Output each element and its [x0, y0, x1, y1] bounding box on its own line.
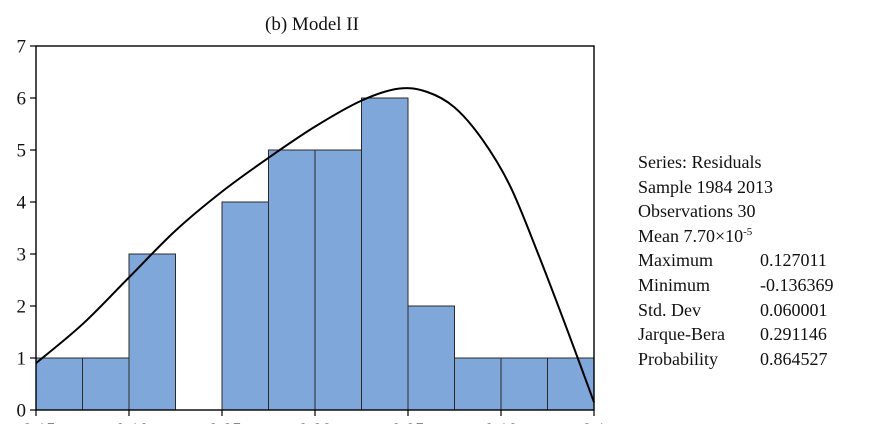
y-tick-label-2: 2	[17, 297, 27, 318]
histogram-bar-8	[407, 305, 455, 411]
x-tick-label-5: 0.10	[484, 420, 517, 424]
stats-series: Series: Residuals	[638, 152, 762, 172]
y-tick-label-1: 1	[17, 349, 27, 370]
stats-row-value: 0.060001	[760, 299, 828, 320]
histogram-bar-4	[221, 201, 269, 411]
stats-row-label: Maximum	[638, 250, 713, 271]
stats-row-value: -0.136369	[760, 274, 834, 295]
x-tick-label-6: 0.1	[582, 420, 606, 424]
stats-row-std-dev: Std. Dev 0.060001	[638, 298, 834, 323]
histogram-bar-6	[314, 149, 362, 411]
stats-row-value: 0.291146	[760, 324, 827, 345]
y-tick-label-3: 3	[17, 245, 27, 266]
stats-row-label: Minimum	[638, 274, 711, 295]
stats-row-minimum: Minimum -0.136369	[638, 273, 834, 298]
y-tick-label-5: 5	[17, 141, 27, 162]
x-tick-label-3: 0.00	[298, 420, 331, 424]
stats-panel: Series: Residuals Sample 1984 2013 Obser…	[638, 150, 834, 371]
y-tick-label-7: 7	[17, 37, 27, 58]
chart-title: (b) Model II	[265, 14, 359, 35]
histogram-bar-5	[268, 149, 316, 411]
stats-row-label: Jarque-Bera	[638, 324, 725, 345]
stats-mean: Mean 7.70×10-5	[638, 224, 834, 249]
stats-mean-exponent: -5	[743, 225, 753, 238]
histogram-bar-10	[500, 357, 548, 411]
histogram-bars	[35, 97, 595, 411]
x-tick-label-0: -0.15	[16, 420, 56, 424]
x-tick-label-1: -0.10	[109, 420, 149, 424]
stats-row-maximum: Maximum 0.127011	[638, 248, 834, 273]
y-tick-label-0: 0	[17, 401, 27, 422]
stats-row-label: Std. Dev	[638, 299, 701, 320]
axis-ticks	[30, 45, 595, 416]
stats-sample: Sample 1984 2013	[638, 176, 773, 197]
stats-row-jarque-bera: Jarque-Bera 0.291146	[638, 322, 834, 347]
axis-tick-labels: 0 1 2 3 4 5 6 7 -0.15 -0.10 -0.05 0.00 0.05 0.10 0.1	[16, 37, 606, 424]
stats-row-value: 0.864527	[760, 348, 828, 369]
y-tick-label-4: 4	[17, 193, 27, 214]
stats-row-probability: Probability 0.864527	[638, 347, 834, 372]
stats-row-value: 0.127011	[760, 250, 827, 271]
stats-row-label: Probability	[638, 348, 718, 369]
stats-observations: Observations 30	[638, 201, 756, 222]
histogram-bar-0	[35, 357, 83, 411]
stats-mean-prefix: Mean 7.70×10	[638, 225, 744, 246]
fitted-curve	[35, 87, 595, 403]
histogram-bar-1	[82, 357, 130, 411]
y-tick-label-6: 6	[17, 89, 27, 110]
x-tick-label-2: -0.05	[202, 420, 242, 424]
histogram-bar-2	[128, 253, 176, 411]
histogram-bar-9	[454, 357, 502, 411]
histogram-chart: (b) Model II 0 1 2 3 4 5 6 7 -0.15 -0.10 -0.05 0.00…	[16, 14, 606, 424]
x-tick-label-4: 0.05	[391, 420, 424, 424]
histogram-bar-7	[361, 97, 409, 411]
stats-rows: Maximum 0.127011 Minimum -0.136369 Std. Dev 0…	[638, 248, 834, 371]
